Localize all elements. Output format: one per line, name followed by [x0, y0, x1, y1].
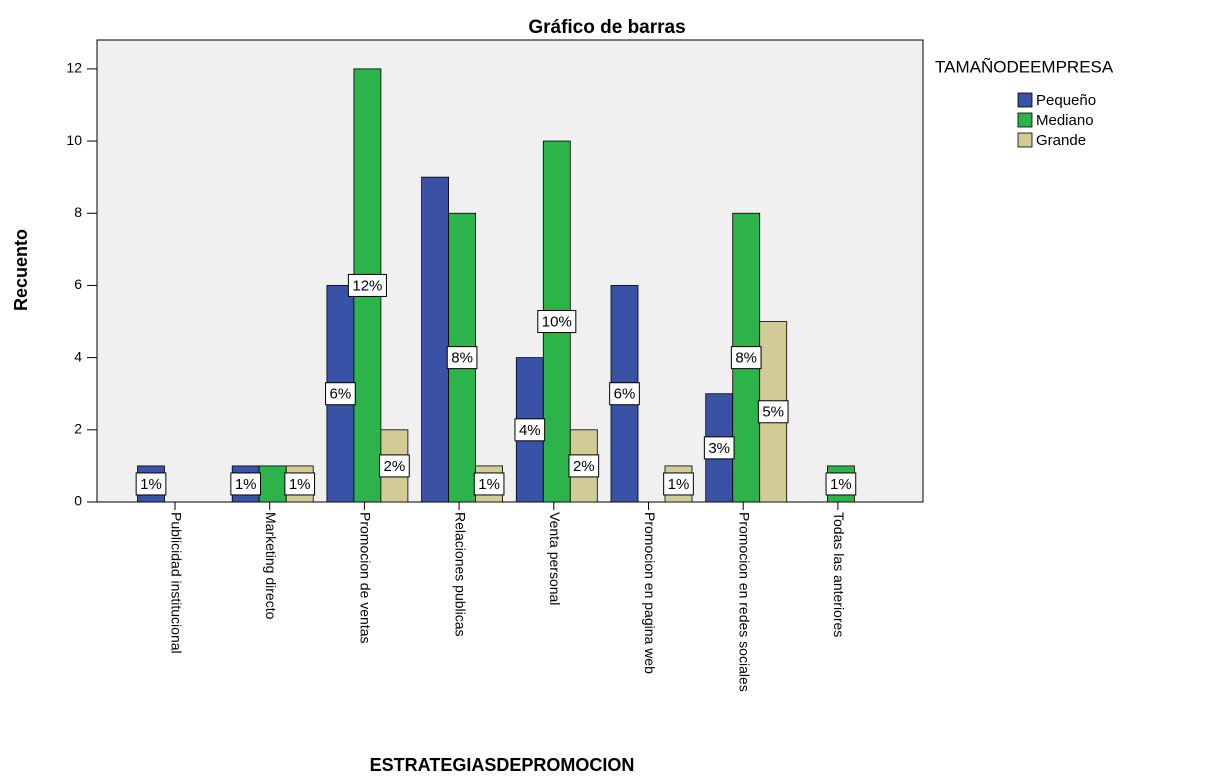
- value-label: 1%: [140, 476, 162, 493]
- value-label: 12%: [352, 277, 382, 294]
- y-tick-label: 8: [74, 204, 82, 220]
- value-label: 1%: [830, 476, 852, 493]
- x-tick-label: Promocion en redes sociales: [736, 512, 752, 692]
- value-label: 8%: [451, 350, 473, 367]
- x-tick-label: Promocion en pagina web: [642, 512, 658, 674]
- value-label: 4%: [519, 422, 541, 439]
- value-label-box: [284, 472, 316, 496]
- y-tick-label: 2: [74, 421, 82, 437]
- legend-label: Mediano: [1036, 112, 1094, 129]
- x-tick-label: Marketing directo: [263, 512, 279, 620]
- value-label-box: [663, 472, 694, 496]
- legend-title: TAMAÑODEEMPRESA: [935, 57, 1114, 76]
- value-label-box: [473, 472, 505, 496]
- x-axis-label: ESTRATEGIASDEPROMOCION: [370, 755, 635, 775]
- x-tick-label: Publicidad institucional: [168, 512, 184, 654]
- value-label-box: [514, 418, 546, 442]
- value-label-box: [609, 382, 640, 406]
- legend-swatch: [1017, 132, 1033, 148]
- value-label: 10%: [542, 314, 572, 331]
- y-axis-label: Recuento: [11, 229, 31, 311]
- chart-title: Gráfico de barras: [528, 17, 685, 38]
- value-label: 1%: [289, 476, 311, 493]
- value-label: 5%: [762, 404, 784, 421]
- bar: [421, 176, 450, 503]
- value-label: 2%: [573, 458, 595, 475]
- value-label-box: [135, 472, 167, 496]
- plot-area: [96, 39, 924, 503]
- value-label-box: [825, 472, 857, 496]
- value-label-box: [325, 382, 356, 406]
- value-label: 8%: [735, 350, 757, 367]
- value-label-box: [568, 454, 600, 478]
- x-tick-label: Promocion de ventas: [358, 512, 374, 644]
- bar: [258, 465, 287, 503]
- value-label: 1%: [235, 476, 257, 493]
- value-label-box: [230, 472, 262, 496]
- value-label: 3%: [708, 440, 730, 457]
- value-label-box: [703, 436, 735, 460]
- y-tick-label: 12: [66, 60, 82, 76]
- legend-label: Grande: [1036, 132, 1086, 149]
- legend-swatch: [1017, 112, 1033, 128]
- value-label-box: [379, 454, 410, 478]
- legend-label: Pequeño: [1036, 92, 1096, 109]
- value-label-box: [730, 346, 762, 370]
- value-label-box: [347, 273, 387, 297]
- value-label: 1%: [478, 476, 500, 493]
- value-label-box: [757, 400, 789, 424]
- value-label: 1%: [668, 476, 690, 493]
- value-label: 2%: [384, 458, 406, 475]
- value-label: 6%: [614, 386, 636, 403]
- y-tick-label: 4: [74, 348, 82, 364]
- x-tick-label: Relaciones publicas: [452, 512, 468, 637]
- y-tick-label: 10: [66, 132, 82, 148]
- x-tick-label: Todas las anteriores: [831, 512, 847, 637]
- value-label-box: [446, 346, 478, 370]
- legend-swatch: [1017, 92, 1033, 108]
- value-label-box: [537, 310, 577, 334]
- x-tick-label: Venta personal: [547, 512, 563, 605]
- value-label: 6%: [330, 386, 352, 403]
- y-tick-label: 6: [74, 276, 82, 292]
- y-tick-label: 0: [74, 493, 82, 509]
